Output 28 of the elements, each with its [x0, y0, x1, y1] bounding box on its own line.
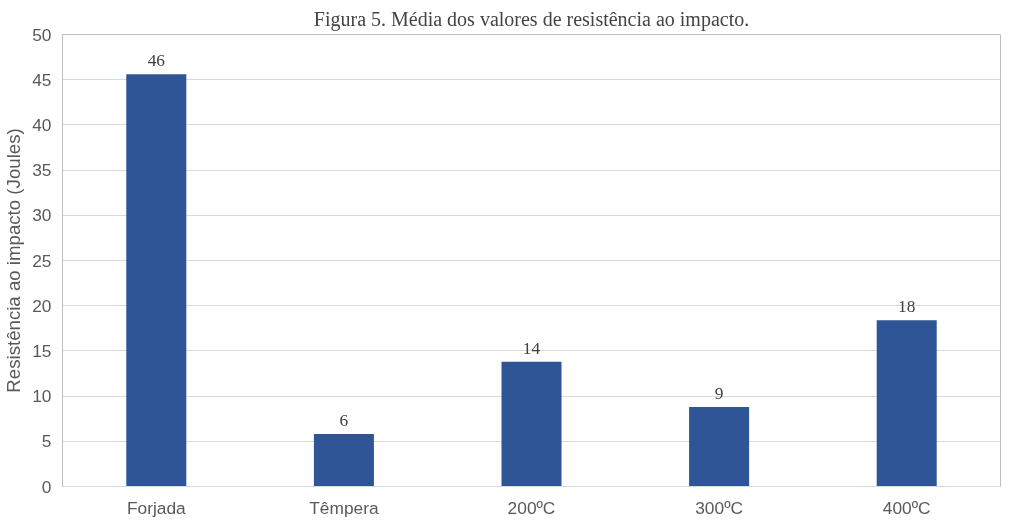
- chart-title: Figura 5. Média dos valores de resistência ao impacto.: [313, 7, 750, 31]
- x-tick-label: Têmpera: [309, 497, 379, 518]
- x-tick-label: 200ºC: [507, 497, 556, 518]
- y-tick-label: 20: [32, 295, 52, 316]
- y-tick-label: 15: [32, 340, 52, 361]
- data-label: 6: [339, 411, 349, 431]
- data-label: 18: [898, 297, 916, 317]
- bar: [126, 74, 187, 487]
- bar: [876, 320, 937, 487]
- x-tick-label: 300ºC: [695, 497, 743, 518]
- y-axis-title: Resistência ao impacto (Joules): [3, 128, 25, 393]
- bar: [313, 434, 374, 487]
- y-tick-label: 30: [32, 205, 52, 226]
- y-tick-label: 45: [32, 69, 52, 90]
- bar: [501, 361, 562, 487]
- data-label: 46: [147, 51, 166, 71]
- y-tick-label: 25: [32, 250, 52, 271]
- y-tick-label: 10: [32, 386, 52, 407]
- y-tick-label: 0: [41, 476, 52, 497]
- data-label: 9: [714, 383, 724, 403]
- y-tick-label: 50: [32, 24, 52, 45]
- y-tick-label: 5: [41, 431, 52, 452]
- bar: [689, 406, 750, 487]
- y-tick-label: 40: [32, 114, 52, 135]
- x-tick-label: Forjada: [126, 497, 187, 518]
- data-label: 14: [522, 338, 541, 358]
- x-tick-label: 400ºC: [882, 497, 931, 518]
- y-tick-label: 35: [32, 160, 52, 181]
